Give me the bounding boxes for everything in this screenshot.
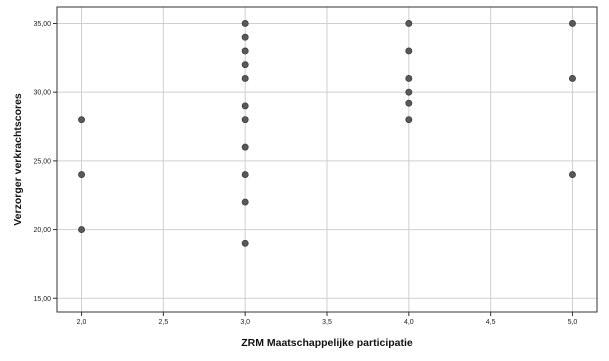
data-point [241,143,249,151]
data-point [569,20,576,27]
x-tick-label: 2,0 [77,319,87,326]
y-tick-label: 15,00 [33,296,51,303]
data-point [241,33,249,41]
y-tick-label: 20,00 [33,227,51,234]
y-tick-label: 25,00 [33,158,51,165]
data-point [241,74,249,82]
data-point [569,171,576,179]
data-point [405,116,413,124]
x-tick-label: 5,0 [568,319,578,326]
grid-lines [57,7,597,312]
data-point [405,99,413,107]
axis-ticks: 2,0 2,5 3,0 3,5 4,0 4,5 5,0 15,00 20,00 25,00 30,0… [33,21,577,326]
data-point [241,198,249,206]
x-tick-label: 2,5 [158,319,168,326]
x-axis-title: ZRM Maatschappelijke participatie [241,337,413,349]
data-points [78,20,576,247]
y-axis-title: Verzorger verkrachtscores [12,93,24,226]
data-point [241,61,249,69]
data-point [78,171,85,179]
data-point [405,88,413,96]
x-tick-label: 4,0 [404,319,414,326]
data-point [241,102,249,110]
data-point [405,47,413,55]
data-point [78,116,85,124]
data-point [241,47,249,55]
x-tick-label: 4,5 [486,319,496,326]
x-tick-label: 3,0 [240,319,250,326]
y-tick-label: 30,00 [33,90,51,97]
data-point [241,20,249,27]
y-tick-label: 35,00 [33,21,51,28]
data-point [405,20,413,27]
data-point [569,74,576,82]
data-point [405,74,413,82]
data-point [241,239,249,247]
data-point [78,226,85,234]
data-point [241,116,249,124]
data-point [241,171,249,179]
x-tick-label: 3,5 [322,319,332,326]
